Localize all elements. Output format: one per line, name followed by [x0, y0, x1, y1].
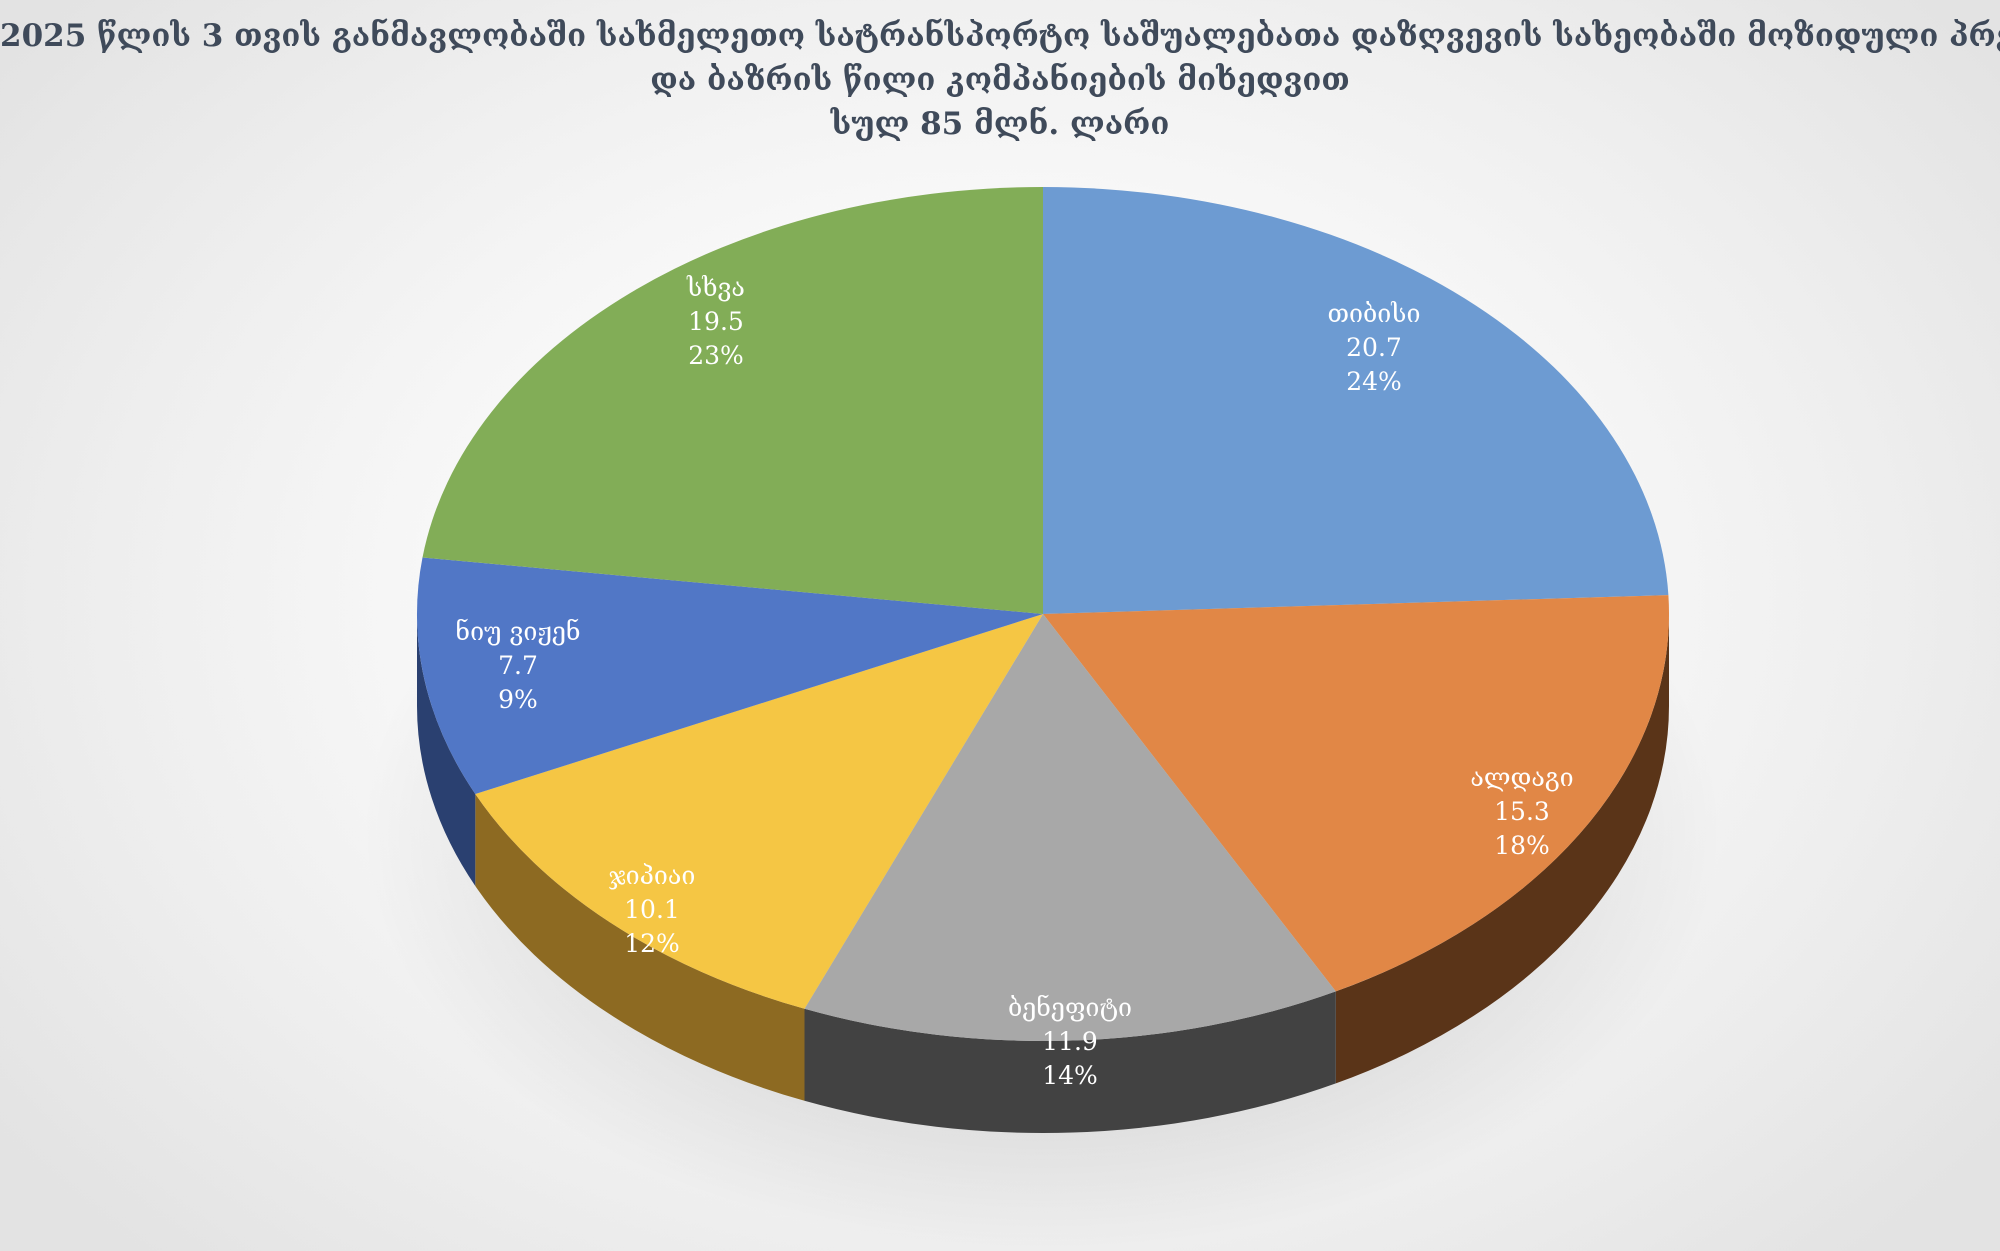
slice-2-side [1335, 614, 1669, 1084]
slice-4-label: ჯიპიაი 10.1 12% [609, 861, 696, 958]
slice-3-top [804, 614, 1336, 1041]
slice-3-slice-name: ბენეფიტი [1008, 993, 1132, 1022]
slice-5-slice-percent: 9% [498, 685, 538, 714]
pie-tops [416, 187, 1670, 1041]
slice-1-label: თიბისი 20.7 24% [1328, 299, 1421, 396]
slice-4-side [475, 794, 805, 1101]
slice-6-top [422, 187, 1043, 614]
slice-6-slice-value: 19.5 [688, 307, 744, 336]
slice-4-slice-percent: 12% [624, 929, 680, 958]
slice-2-label: ალდაგი 15.3 18% [1470, 763, 1573, 860]
chart-title: 2025 წლის 3 თვის განმავლობაში სახმელეთო … [0, 14, 2000, 146]
slice-5-slice-name: ნიუ ვიჟენ [455, 617, 580, 646]
slice-2-slice-value: 15.3 [1494, 797, 1550, 826]
slice-2-slice-name: ალდაგი [1470, 763, 1573, 792]
slice-5-side [417, 614, 476, 886]
slice-6-label: სხვა 19.5 23% [686, 273, 745, 370]
slice-5-top [416, 557, 1043, 794]
pie-sides [417, 614, 1669, 1133]
pie-labels: თიბისი 20.7 24% ალდაგი 15.3 18% ბენეფიტი 11.9 14… [455, 273, 1573, 1090]
slice-5-slice-value: 7.7 [498, 651, 538, 680]
chart-title-line-3: სულ 85 მლნ. ლარი [830, 106, 1170, 142]
slice-4-top [475, 614, 1043, 1009]
slice-5-label: ნიუ ვიჟენ 7.7 9% [455, 617, 580, 714]
slice-4-slice-value: 10.1 [624, 895, 680, 924]
slice-2-top [1043, 595, 1670, 992]
slice-1-slice-name: თიბისი [1328, 299, 1421, 328]
slice-3-label: ბენეფიტი 11.9 14% [1008, 993, 1132, 1090]
slice-6-slice-name: სხვა [686, 273, 745, 302]
chart-title-line-1: 2025 წლის 3 თვის განმავლობაში სახმელეთო … [0, 18, 2000, 54]
slice-3-side [804, 991, 1336, 1133]
chart-title-line-2: და ბაზრის წილი კომპანიების მიხედვით [650, 62, 1350, 98]
slice-1-slice-percent: 24% [1346, 367, 1402, 396]
slice-4-slice-name: ჯიპიაი [609, 861, 696, 890]
slice-1-slice-value: 20.7 [1346, 333, 1402, 362]
slice-2-slice-percent: 18% [1494, 831, 1550, 860]
slice-1-top [1043, 187, 1669, 614]
slice-3-slice-percent: 14% [1042, 1061, 1098, 1090]
slice-3-slice-value: 11.9 [1042, 1027, 1098, 1056]
slice-6-slice-percent: 23% [688, 341, 744, 370]
